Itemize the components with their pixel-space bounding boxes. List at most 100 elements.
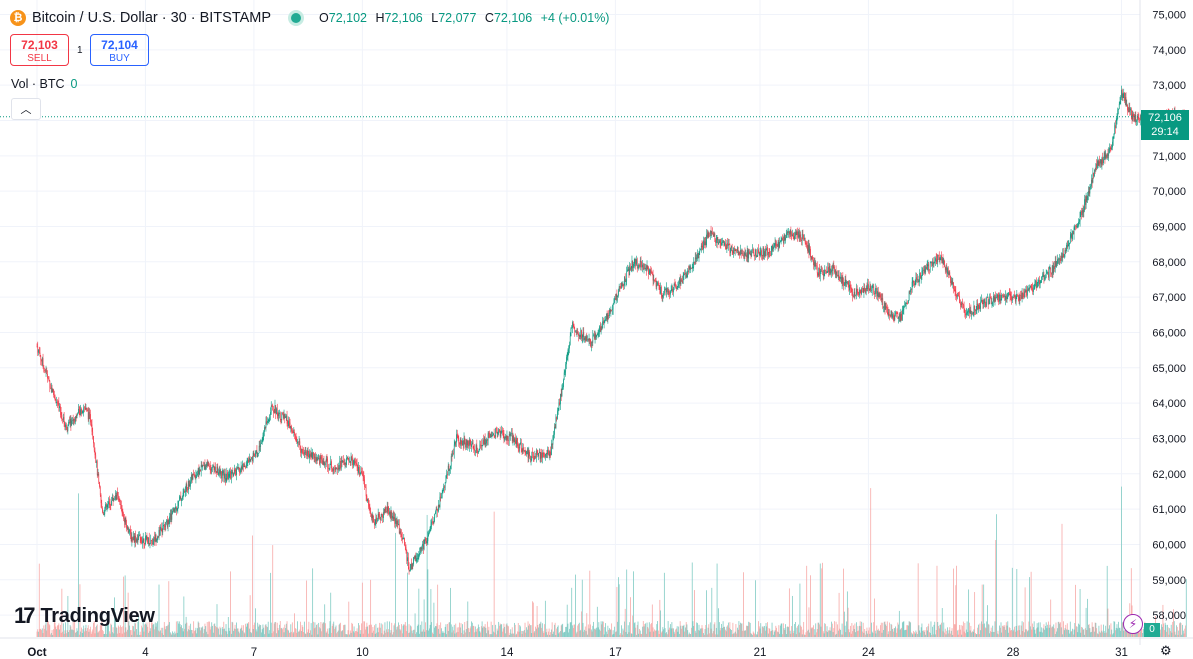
volume-bar xyxy=(891,624,893,637)
volume-bar xyxy=(918,625,920,637)
volume-bar xyxy=(748,621,750,637)
candle-body xyxy=(706,234,708,238)
candle-body xyxy=(739,252,741,255)
volume-bar xyxy=(877,630,878,637)
candle-body xyxy=(1055,261,1057,267)
candle-body xyxy=(764,251,765,257)
volume-bar xyxy=(648,622,650,637)
candle-body xyxy=(123,514,124,519)
volume-bar xyxy=(212,632,214,637)
candle-body xyxy=(890,311,892,316)
volume-bar xyxy=(1029,626,1031,637)
volume-bar xyxy=(328,628,330,637)
volume-bar xyxy=(507,625,509,637)
candle-body xyxy=(399,531,401,534)
volume-bar xyxy=(187,631,189,637)
tradingview-logo[interactable]: 17 TradingView xyxy=(14,603,155,629)
volume-bar xyxy=(1016,569,1018,637)
candle-body xyxy=(1108,152,1110,156)
lightning-icon[interactable]: ⚡ xyxy=(1123,614,1143,634)
candle-body xyxy=(1017,295,1018,297)
candle-body xyxy=(952,282,954,285)
volume-bar xyxy=(1056,631,1058,637)
candle-body xyxy=(434,513,435,522)
settings-icon[interactable]: ⚙ xyxy=(1160,643,1172,658)
volume-bar xyxy=(784,629,786,637)
volume-indicator-label[interactable]: Vol · BTC 0 xyxy=(11,77,77,91)
volume-bar xyxy=(993,631,995,637)
bitcoin-icon: ₿ xyxy=(10,10,26,26)
candle-body xyxy=(234,469,236,472)
volume-bar xyxy=(773,634,774,637)
sell-button[interactable]: 72,103 SELL xyxy=(10,34,69,66)
volume-bar xyxy=(480,626,482,637)
volume-bar xyxy=(901,627,902,637)
volume-bar xyxy=(1078,623,1079,637)
candle-body xyxy=(968,308,969,312)
volume-bar xyxy=(846,591,848,637)
candle-body xyxy=(981,299,982,302)
candle-body xyxy=(1131,114,1133,120)
candle-body xyxy=(873,286,875,293)
volume-bar xyxy=(527,621,529,637)
volume-bar xyxy=(192,633,194,637)
volume-bar xyxy=(66,630,68,637)
candle-body xyxy=(379,516,381,518)
candle-body xyxy=(1033,287,1035,290)
candle-body xyxy=(1076,226,1078,227)
candle-body xyxy=(252,457,253,462)
candle-body xyxy=(201,464,203,468)
volume-bar xyxy=(944,632,945,637)
candle-body xyxy=(763,248,765,257)
volume-bar xyxy=(395,532,396,637)
volume-bar xyxy=(389,621,390,637)
candle-body xyxy=(801,234,803,241)
volume-bar xyxy=(56,629,57,637)
candle-body xyxy=(609,309,611,312)
volume-bar xyxy=(858,630,860,637)
volume-bar xyxy=(754,634,756,637)
volume-bar xyxy=(759,628,761,637)
volume-bar xyxy=(544,600,546,637)
volume-bar xyxy=(393,625,395,637)
candle-body xyxy=(1081,211,1082,215)
candle-body xyxy=(816,265,817,267)
volume-bar xyxy=(807,631,808,637)
candle-body xyxy=(525,453,527,455)
volume-bar xyxy=(201,627,203,637)
volume-bar xyxy=(337,631,338,637)
symbol-title[interactable]: Bitcoin / U.S. Dollar · 30 · BITSTAMP xyxy=(32,10,272,26)
candle-body xyxy=(1052,265,1054,273)
candle-body xyxy=(565,364,567,372)
candle-body xyxy=(411,564,413,570)
volume-bar xyxy=(718,608,719,637)
candle-body xyxy=(591,342,593,343)
volume-bar xyxy=(207,634,209,637)
candle-body xyxy=(773,245,775,247)
candle-body xyxy=(419,547,421,553)
candle-body xyxy=(1065,249,1067,251)
candle-body xyxy=(174,509,176,512)
candle-body xyxy=(93,443,95,451)
volume-bar xyxy=(1181,634,1183,637)
volume-bar xyxy=(865,634,866,637)
volume-bar xyxy=(808,607,810,637)
candle-body xyxy=(705,241,707,246)
candle-body xyxy=(1134,115,1136,122)
volume-bar xyxy=(699,630,701,637)
volume-bar xyxy=(791,626,793,637)
collapse-indicators-button[interactable]: ︿ xyxy=(11,98,41,120)
buy-button[interactable]: 72,104 BUY xyxy=(90,34,149,66)
candle-body xyxy=(152,542,154,544)
volume-bar xyxy=(496,634,497,637)
candle-body xyxy=(489,433,490,438)
volume-bar xyxy=(1117,628,1119,637)
candle-body xyxy=(313,455,315,458)
candle-body xyxy=(48,378,50,381)
volume-bar xyxy=(131,634,133,637)
candle-body xyxy=(511,433,513,442)
volume-bar xyxy=(627,633,628,637)
volume-bar xyxy=(264,634,265,637)
candle-body xyxy=(75,416,77,419)
